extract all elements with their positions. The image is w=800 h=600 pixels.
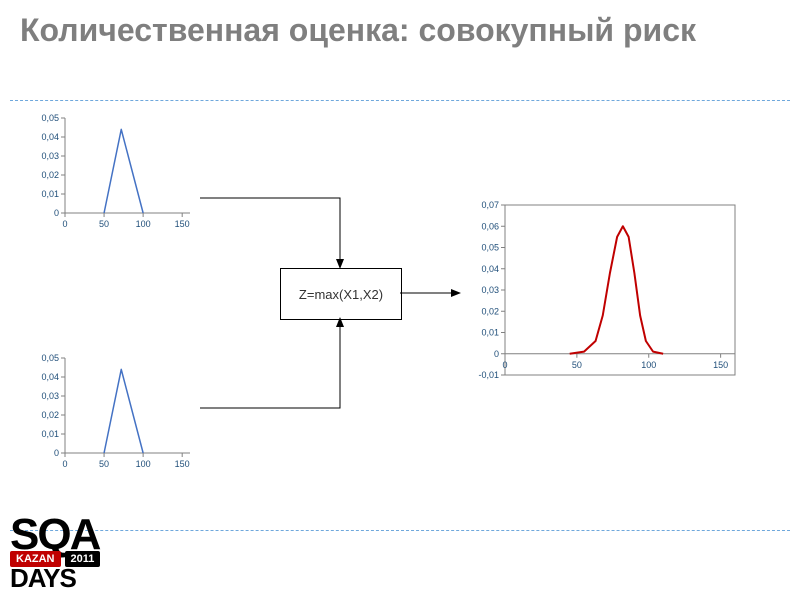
svg-text:0: 0 [62, 459, 67, 469]
svg-text:0,05: 0,05 [41, 353, 59, 363]
slide: Количественная оценка: совокупный риск 0… [0, 0, 800, 600]
divider-top [10, 100, 790, 101]
svg-text:0,04: 0,04 [41, 372, 59, 382]
svg-text:150: 150 [175, 219, 190, 229]
svg-text:50: 50 [99, 459, 109, 469]
input-chart-x2: 0 50 100 150 0 0,01 0,02 0,03 0,04 0,05 [30, 350, 200, 470]
svg-text:0,04: 0,04 [41, 132, 59, 142]
svg-text:150: 150 [713, 360, 728, 370]
svg-text:100: 100 [641, 360, 656, 370]
svg-text:0,03: 0,03 [41, 391, 59, 401]
svg-text:50: 50 [99, 219, 109, 229]
logo-days-text: DAYS [10, 567, 150, 590]
svg-text:0,01: 0,01 [41, 189, 59, 199]
input-chart-x1: 0 50 100 150 0 0,01 0,02 0,03 0,04 0,05 [30, 110, 200, 230]
svg-text:0,07: 0,07 [481, 200, 499, 210]
page-title: Количественная оценка: совокупный риск [20, 12, 780, 49]
svg-text:0: 0 [494, 349, 499, 359]
svg-text:0: 0 [502, 360, 507, 370]
svg-text:-0,01: -0,01 [478, 370, 499, 380]
logo-sqa-text: SQA [10, 517, 150, 552]
svg-text:150: 150 [175, 459, 190, 469]
svg-text:0,05: 0,05 [41, 113, 59, 123]
svg-text:0,03: 0,03 [481, 285, 499, 295]
svg-text:100: 100 [136, 459, 151, 469]
svg-text:0,02: 0,02 [41, 410, 59, 420]
process-box: Z=max(X1,X2) [280, 268, 402, 320]
svg-text:0: 0 [62, 219, 67, 229]
process-label: Z=max(X1,X2) [299, 287, 383, 302]
svg-text:50: 50 [572, 360, 582, 370]
svg-text:0,01: 0,01 [481, 328, 499, 338]
svg-text:0,04: 0,04 [481, 264, 499, 274]
svg-text:0,06: 0,06 [481, 221, 499, 231]
svg-text:0,02: 0,02 [41, 170, 59, 180]
svg-text:0,03: 0,03 [41, 151, 59, 161]
svg-text:0: 0 [54, 448, 59, 458]
sqa-days-logo: SQA KAZAN 2011 DAYS [10, 517, 150, 590]
svg-text:0,05: 0,05 [481, 243, 499, 253]
svg-text:0,01: 0,01 [41, 429, 59, 439]
svg-text:0: 0 [54, 208, 59, 218]
output-chart-z: 050100150-0,0100,010,020,030,040,050,060… [460, 195, 750, 405]
svg-text:100: 100 [136, 219, 151, 229]
svg-text:0,02: 0,02 [481, 306, 499, 316]
